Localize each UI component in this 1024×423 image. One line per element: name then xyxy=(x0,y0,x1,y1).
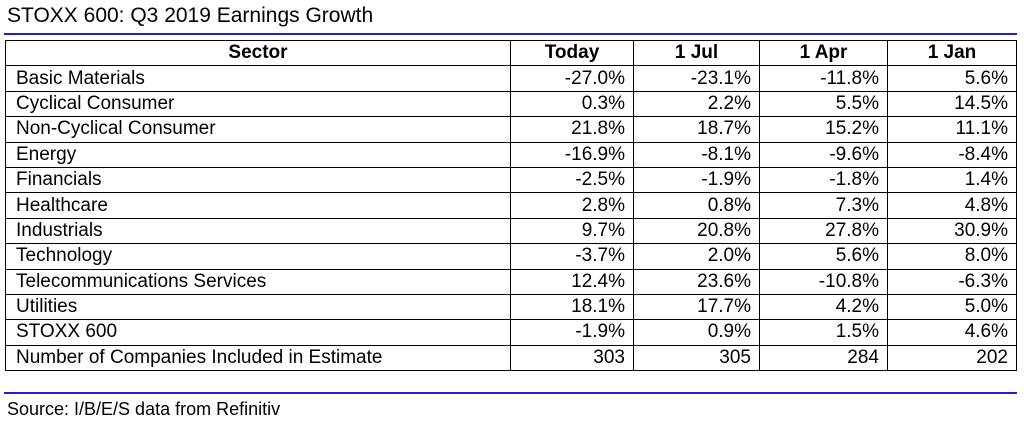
sector-cell: Basic Materials xyxy=(5,65,511,92)
source-note: Source: I/B/E/S data from Refinitiv xyxy=(7,399,281,419)
jan-cell: 14.5% xyxy=(887,90,1017,118)
table-row: Non-Cyclical Consumer 21.8% 18.7% 15.2% 11.1… xyxy=(5,116,1017,143)
table-row: Utilities 18.1% 17.7% 4.2% 5.0% xyxy=(5,293,1017,321)
table-row: Technology -3.7% 2.0% 5.6% 8.0% xyxy=(5,243,1017,270)
sector-cell: Number of Companies Included in Estimate xyxy=(5,344,511,372)
table-row: Telecommunications Services 12.4% 23.6% -10… xyxy=(5,268,1017,295)
jul-cell: 23.6% xyxy=(633,268,760,295)
jul-cell: 2.2% xyxy=(633,90,760,118)
today-cell: 0.3% xyxy=(510,90,634,118)
jul-cell: 17.7% xyxy=(633,293,760,321)
sector-cell: Industrials xyxy=(5,217,511,245)
apr-cell: -11.8% xyxy=(759,65,888,92)
jan-cell: 1.4% xyxy=(887,166,1017,194)
sector-cell: Financials xyxy=(5,166,511,194)
column-header-1-jan: 1 Jan xyxy=(887,39,1017,67)
sector-cell: Energy xyxy=(5,141,511,168)
apr-cell: 5.5% xyxy=(759,90,888,118)
sector-cell: STOXX 600 xyxy=(5,319,511,346)
apr-cell: 5.6% xyxy=(759,243,888,270)
sector-cell: Cyclical Consumer xyxy=(5,90,511,118)
jan-cell: 11.1% xyxy=(887,116,1017,143)
today-cell: 21.8% xyxy=(510,116,634,143)
column-header-1-jul: 1 Jul xyxy=(633,39,760,67)
chart-title: STOXX 600: Q3 2019 Earnings Growth xyxy=(7,4,374,27)
apr-cell: 15.2% xyxy=(759,116,888,143)
apr-cell: 7.3% xyxy=(759,192,888,219)
jan-cell: 202 xyxy=(887,344,1017,372)
today-cell: 303 xyxy=(510,344,634,372)
jul-cell: 305 xyxy=(633,344,760,372)
sector-cell: Telecommunications Services xyxy=(5,268,511,295)
today-cell: 9.7% xyxy=(510,217,634,245)
jul-cell: 18.7% xyxy=(633,116,760,143)
jan-cell: 5.0% xyxy=(887,293,1017,321)
jul-cell: 0.8% xyxy=(633,192,760,219)
jul-cell: -23.1% xyxy=(633,65,760,92)
sector-cell: Non-Cyclical Consumer xyxy=(5,116,511,143)
jul-cell: 20.8% xyxy=(633,217,760,245)
jan-cell: -8.4% xyxy=(887,141,1017,168)
table-row: Healthcare 2.8% 0.8% 7.3% 4.8% xyxy=(5,192,1017,219)
apr-cell: -1.8% xyxy=(759,166,888,194)
jan-cell: 30.9% xyxy=(887,217,1017,245)
jul-cell: -8.1% xyxy=(633,141,760,168)
column-header-1-apr: 1 Apr xyxy=(759,39,888,67)
table-body: Basic Materials -27.0% -23.1% -11.8% 5.6% Cyc… xyxy=(5,65,1017,372)
jul-cell: 2.0% xyxy=(633,243,760,270)
table-row: Energy -16.9% -8.1% -9.6% -8.4% xyxy=(5,141,1017,168)
column-header-today: Today xyxy=(510,39,634,67)
apr-cell: -9.6% xyxy=(759,141,888,168)
header-row: Sector Today 1 Jul 1 Apr 1 Jan xyxy=(5,39,1017,67)
today-cell: -2.5% xyxy=(510,166,634,194)
today-cell: -27.0% xyxy=(510,65,634,92)
today-cell: 2.8% xyxy=(510,192,634,219)
apr-cell: 284 xyxy=(759,344,888,372)
jan-cell: -6.3% xyxy=(887,268,1017,295)
table-row: Number of Companies Included in Estimate… xyxy=(5,344,1017,372)
jan-cell: 5.6% xyxy=(887,65,1017,92)
sector-cell: Technology xyxy=(5,243,511,270)
jul-cell: -1.9% xyxy=(633,166,760,194)
today-cell: -16.9% xyxy=(510,141,634,168)
jan-cell: 4.6% xyxy=(887,319,1017,346)
jan-cell: 4.8% xyxy=(887,192,1017,219)
apr-cell: 27.8% xyxy=(759,217,888,245)
column-header-sector: Sector xyxy=(5,39,511,67)
table-row: STOXX 600 -1.9% 0.9% 1.5% 4.6% xyxy=(5,319,1017,346)
today-cell: -1.9% xyxy=(510,319,634,346)
table-row: Basic Materials -27.0% -23.1% -11.8% 5.6% xyxy=(5,65,1017,92)
top-rule xyxy=(4,33,1017,35)
table-row: Financials -2.5% -1.9% -1.8% 1.4% xyxy=(5,166,1017,194)
apr-cell: -10.8% xyxy=(759,268,888,295)
jan-cell: 8.0% xyxy=(887,243,1017,270)
today-cell: -3.7% xyxy=(510,243,634,270)
today-cell: 12.4% xyxy=(510,268,634,295)
sector-cell: Healthcare xyxy=(5,192,511,219)
table-row: Cyclical Consumer 0.3% 2.2% 5.5% 14.5% xyxy=(5,90,1017,118)
apr-cell: 4.2% xyxy=(759,293,888,321)
table-row: Industrials 9.7% 20.8% 27.8% 30.9% xyxy=(5,217,1017,245)
apr-cell: 1.5% xyxy=(759,319,888,346)
bottom-rule xyxy=(4,392,1017,394)
jul-cell: 0.9% xyxy=(633,319,760,346)
earnings-table: Sector Today 1 Jul 1 Apr 1 Jan Basic Mat… xyxy=(5,39,1017,372)
today-cell: 18.1% xyxy=(510,293,634,321)
sector-cell: Utilities xyxy=(5,293,511,321)
